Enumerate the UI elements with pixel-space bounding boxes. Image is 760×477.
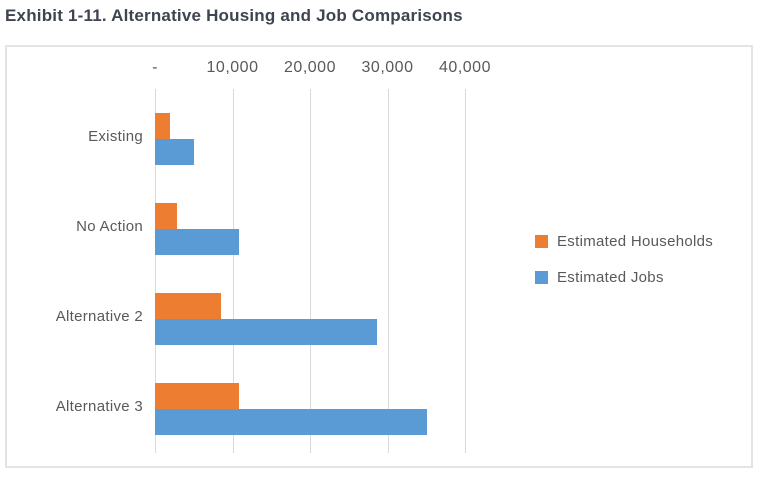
chart-frame: Existing No Action Alternative 2 Alternativ… [5,45,753,468]
axis-tick-label: 10,000 [206,59,259,76]
bar-alternative-3-estimated-households [155,383,240,409]
gridline [232,89,234,453]
axis-tick-label: 30,000 [361,59,414,76]
gridline [387,89,389,453]
category-label-no-action: No Action [76,218,143,235]
legend-swatch-estimated-households [535,235,548,248]
axis-tick-label: - [152,59,158,76]
bar-alternative-2-estimated-jobs [155,319,377,345]
bar-no-action-estimated-households [155,203,177,229]
bar-existing-estimated-households [155,113,170,139]
axis-tick-label: 20,000 [284,59,336,76]
exhibit-title: Exhibit 1-11. Alternative Housing and Jo… [5,6,463,25]
bar-existing-estimated-jobs [155,139,194,165]
legend-swatch-estimated-jobs [535,271,548,284]
gridline [310,89,311,453]
category-label-alternative-3: Alternative 3 [55,398,143,415]
category-label-alternative-2: Alternative 2 [55,308,143,325]
category-label-existing: Existing [88,128,143,145]
legend: Estimated Households Estimated Jobs [535,233,713,305]
bar-alternative-3-estimated-jobs [155,409,428,435]
legend-item-estimated-households: Estimated Households [535,233,713,250]
gridline [155,89,156,453]
legend-item-estimated-jobs: Estimated Jobs [535,269,713,286]
axis-tick-label: 40,000 [439,59,491,76]
legend-label-estimated-households: Estimated Households [557,233,714,250]
bar-no-action-estimated-jobs [155,229,240,255]
legend-label-estimated-jobs: Estimated Jobs [557,269,664,286]
gridline [465,89,466,453]
bar-alternative-2-estimated-households [155,293,221,319]
plot-area [155,89,466,453]
